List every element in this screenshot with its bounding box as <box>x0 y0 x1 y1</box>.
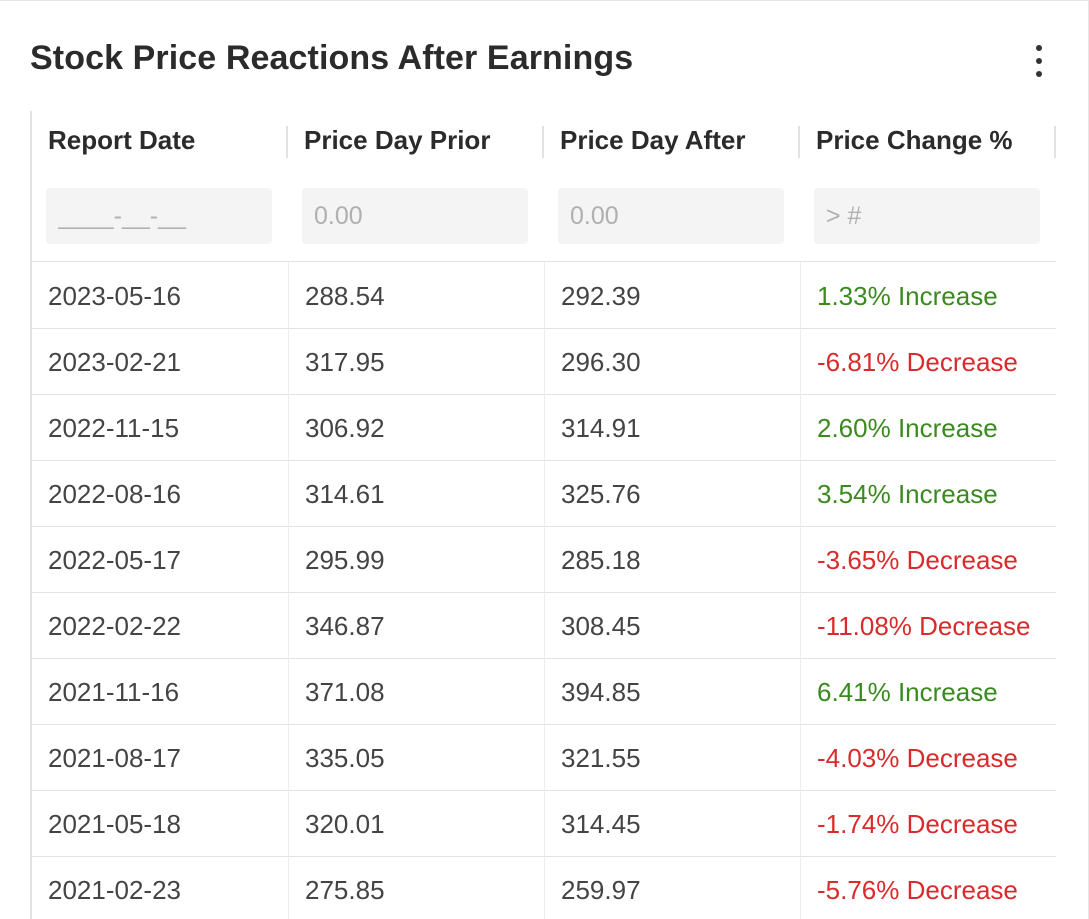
report-date-cell: 2022-08-16 <box>48 479 181 509</box>
column-header-price-day-after[interactable]: Price Day After <box>544 111 800 261</box>
table-row[interactable]: 2023-02-21 317.95 296.30 -6.81% Decrease <box>32 328 1056 395</box>
report-date-cell: 2022-02-22 <box>48 611 181 641</box>
price-day-prior-cell: 335.05 <box>288 724 544 790</box>
column-resize-handle[interactable] <box>542 126 544 158</box>
price-day-prior-cell: 320.01 <box>288 790 544 856</box>
table-row[interactable]: 2021-05-18 320.01 314.45 -1.74% Decrease <box>32 790 1056 857</box>
price-day-after-filter-input[interactable] <box>558 188 784 244</box>
price-reaction-table: Report Date Price Day Prior Price Day Af… <box>30 111 1062 919</box>
price-day-prior-cell: 275.85 <box>288 856 544 919</box>
table-row[interactable]: 2023-05-16 288.54 292.39 1.33% Increase <box>32 262 1056 329</box>
price-change-filter-input[interactable] <box>814 188 1040 244</box>
price-day-prior-cell: 317.95 <box>288 328 544 394</box>
column-header-report-date[interactable]: Report Date <box>32 111 288 261</box>
table-row[interactable]: 2022-11-15 306.92 314.91 2.60% Increase <box>32 394 1056 461</box>
table-row[interactable]: 2021-11-16 371.08 394.85 6.41% Increase <box>32 658 1056 725</box>
table-row[interactable]: 2021-02-23 275.85 259.97 -5.76% Decrease <box>32 856 1056 919</box>
menu-dot <box>1036 45 1042 51</box>
report-date-cell: 2023-05-16 <box>48 281 181 311</box>
column-resize-handle[interactable] <box>798 126 800 158</box>
price-day-after-cell: 296.30 <box>544 328 800 394</box>
price-change-cell: -5.76% Decrease <box>800 856 1056 919</box>
table-row[interactable]: 2022-02-22 346.87 308.45 -11.08% Decreas… <box>32 592 1056 659</box>
price-day-after-cell: 325.76 <box>544 460 800 526</box>
column-header-price-change[interactable]: Price Change % <box>800 111 1056 261</box>
price-day-after-cell: 394.85 <box>544 658 800 724</box>
price-day-after-cell: 308.45 <box>544 592 800 658</box>
more-vertical-icon[interactable] <box>1026 45 1052 77</box>
price-day-after-cell: 314.91 <box>544 394 800 460</box>
price-change-cell: 3.54% Increase <box>800 460 1056 526</box>
price-change-cell: 1.33% Increase <box>800 262 1056 328</box>
column-header-label: Price Day After <box>560 125 746 155</box>
price-change-cell: -11.08% Decrease <box>800 592 1056 658</box>
price-change-cell: 2.60% Increase <box>800 394 1056 460</box>
price-day-after-cell: 321.55 <box>544 724 800 790</box>
report-date-filter-input[interactable] <box>46 188 272 244</box>
price-day-prior-cell: 306.92 <box>288 394 544 460</box>
price-day-prior-cell: 288.54 <box>288 262 544 328</box>
column-header-label: Report Date <box>48 125 196 155</box>
price-day-after-cell: 259.97 <box>544 856 800 919</box>
table-row[interactable]: 2022-08-16 314.61 325.76 3.54% Increase <box>32 460 1056 527</box>
column-header-label: Price Day Prior <box>304 125 491 155</box>
card-title: Stock Price Reactions After Earnings <box>30 39 634 77</box>
price-day-after-cell: 285.18 <box>544 526 800 592</box>
table-row[interactable]: 2021-08-17 335.05 321.55 -4.03% Decrease <box>32 724 1056 791</box>
report-date-cell: 2021-08-17 <box>48 743 181 773</box>
report-date-cell: 2021-11-16 <box>48 677 180 707</box>
price-change-cell: -6.81% Decrease <box>800 328 1056 394</box>
column-resize-handle[interactable] <box>1054 126 1056 158</box>
price-change-cell: -1.74% Decrease <box>800 790 1056 856</box>
price-day-prior-cell: 371.08 <box>288 658 544 724</box>
price-day-prior-cell: 295.99 <box>288 526 544 592</box>
column-header-price-day-prior[interactable]: Price Day Prior <box>288 111 544 261</box>
report-date-cell: 2023-02-21 <box>48 347 181 377</box>
table-row[interactable]: 2022-05-17 295.99 285.18 -3.65% Decrease <box>32 526 1056 593</box>
price-day-prior-cell: 346.87 <box>288 592 544 658</box>
menu-dot <box>1036 71 1042 77</box>
price-day-after-cell: 292.39 <box>544 262 800 328</box>
price-change-cell: -3.65% Decrease <box>800 526 1056 592</box>
report-date-cell: 2021-02-23 <box>48 875 181 905</box>
price-change-cell: -4.03% Decrease <box>800 724 1056 790</box>
report-date-cell: 2022-11-15 <box>48 413 180 443</box>
report-date-cell: 2022-05-17 <box>48 545 181 575</box>
price-day-after-cell: 314.45 <box>544 790 800 856</box>
column-header-label: Price Change % <box>816 125 1013 155</box>
menu-dot <box>1036 58 1042 64</box>
report-date-cell: 2021-05-18 <box>48 809 181 839</box>
table-header: Report Date Price Day Prior Price Day Af… <box>32 111 1056 262</box>
price-day-prior-cell: 314.61 <box>288 460 544 526</box>
column-resize-handle[interactable] <box>286 126 288 158</box>
price-change-cell: 6.41% Increase <box>800 658 1056 724</box>
price-day-prior-filter-input[interactable] <box>302 188 528 244</box>
